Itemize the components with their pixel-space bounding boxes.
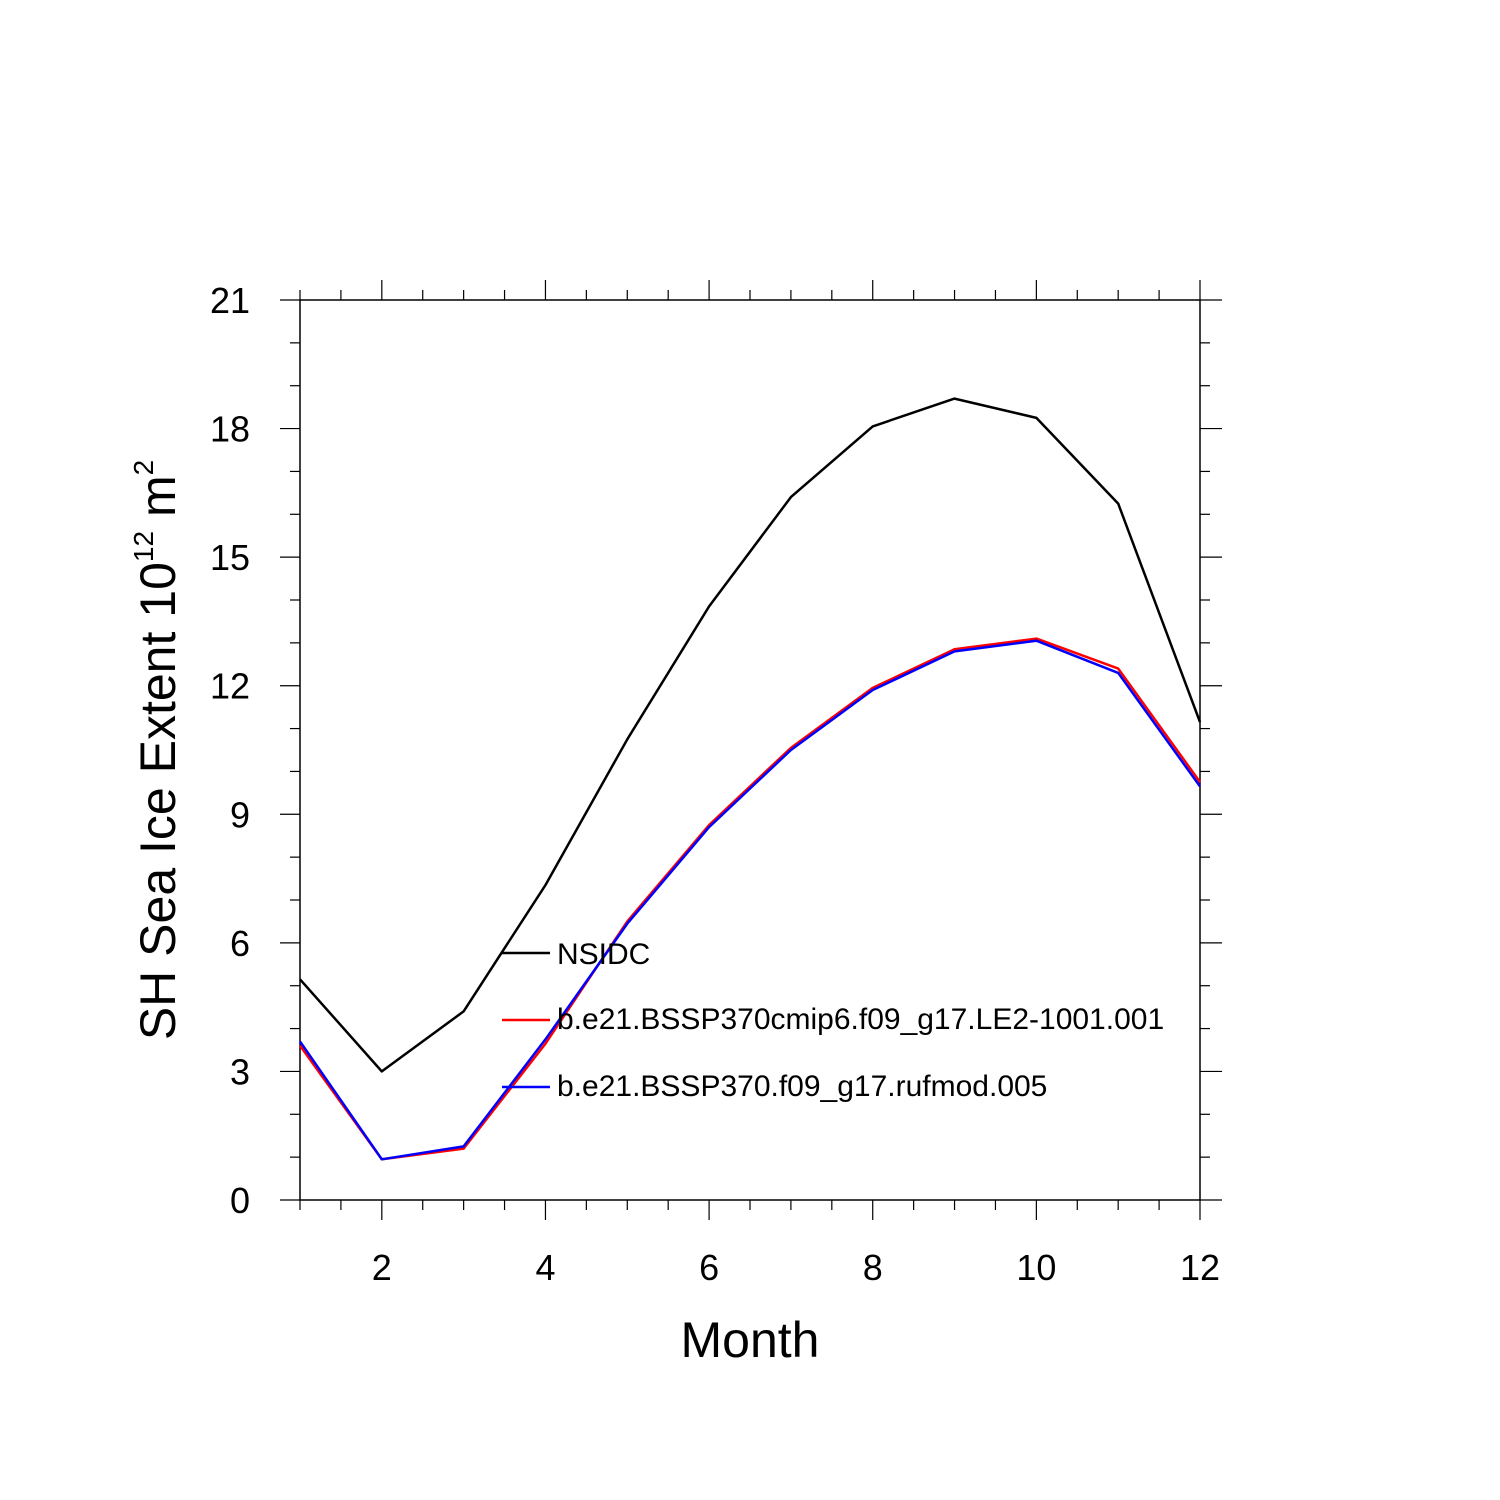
series-lines [298, 397, 1202, 1161]
x-tick-label: 10 [1016, 1247, 1056, 1288]
series-line-1 [299, 397, 1202, 1073]
legend: NSIDC b.e21.BSSP370cmip6.f09_g17.LE2-100… [502, 938, 1164, 1103]
y-tick-label: 18 [210, 409, 250, 450]
y-axis-title-unit: m [130, 475, 186, 531]
series-line-2 [298, 637, 1202, 1161]
y-tick-label: 21 [210, 280, 250, 321]
y-axis-title-main: SH Sea Ice Extent 10 [130, 562, 186, 1040]
x-axis-title: Month [681, 1312, 820, 1368]
y-tick-label: 3 [230, 1051, 250, 1092]
x-tick-label: 8 [863, 1247, 883, 1288]
y-tick-label: 6 [230, 923, 250, 964]
x-tick-label: 6 [699, 1247, 719, 1288]
y-tick-label: 15 [210, 537, 250, 578]
legend-label-nsidc: NSIDC [557, 938, 650, 971]
y-tick-label: 12 [210, 666, 250, 707]
x-tick-label: 2 [372, 1247, 392, 1288]
plot-frame [299, 299, 1201, 1201]
axis-ticks [280, 280, 1222, 1220]
legend-label-le2: b.e21.BSSP370cmip6.f09_g17.LE2-1001.001 [557, 1003, 1164, 1036]
y-tick-label: 9 [230, 794, 250, 835]
x-tick-label: 4 [535, 1247, 555, 1288]
y-axis-title-unit-exponent: 2 [128, 460, 159, 476]
y-axis-title-exponent: 12 [128, 531, 159, 562]
series-line-3 [298, 639, 1202, 1161]
y-tick-label: 0 [230, 1180, 250, 1221]
y-axis-title: SH Sea Ice Extent 1012 m2 [128, 460, 186, 1040]
legend-label-rufmod: b.e21.BSSP370.f09_g17.rufmod.005 [557, 1070, 1047, 1103]
axis-tick-labels: 2 4 6 8 10 12 0 3 6 9 12 15 18 21 [210, 280, 1220, 1288]
x-tick-label: 12 [1180, 1247, 1220, 1288]
